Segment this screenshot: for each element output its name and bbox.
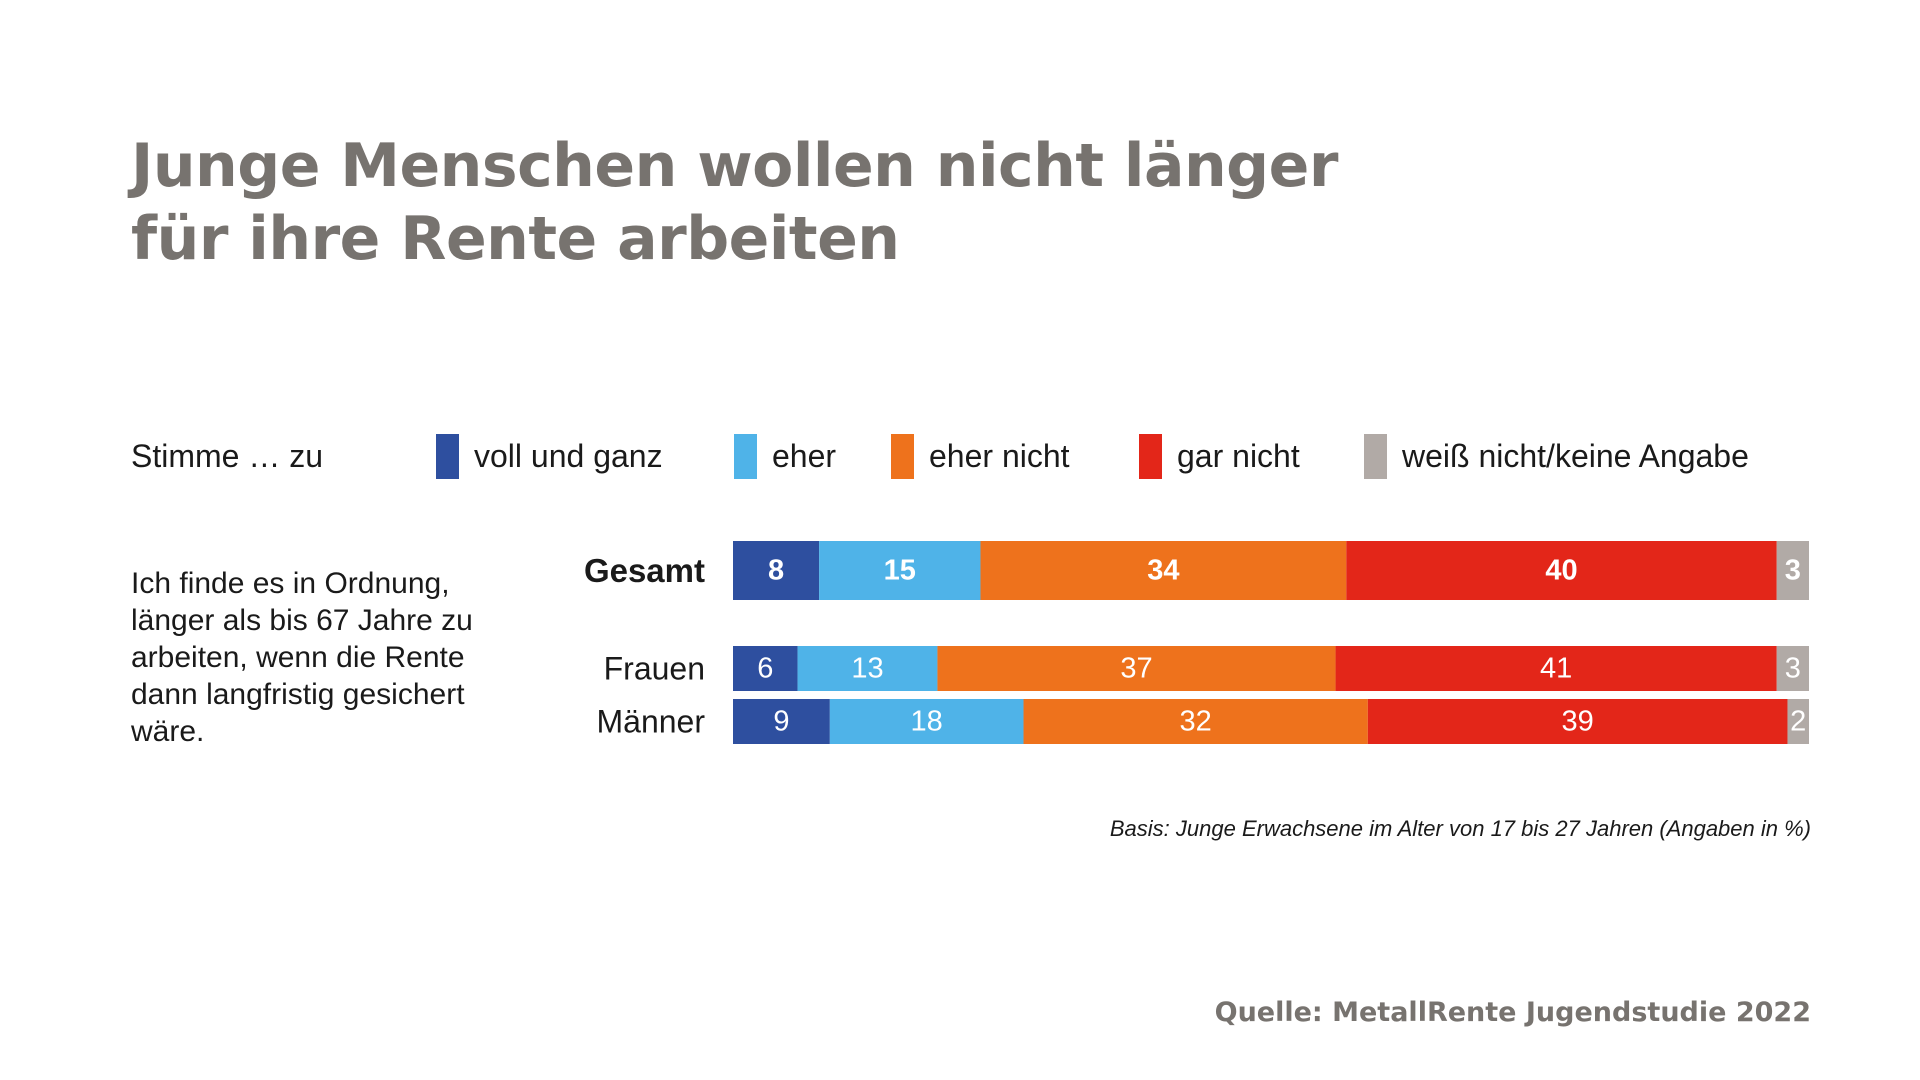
legend-item-weiss-nicht: weiß nicht/keine Angabe <box>1364 432 1749 480</box>
bar-segment-gesamt-voll-und-ganz <box>733 541 820 600</box>
bar-segment-gesamt-eher-nicht <box>980 541 1347 600</box>
data-label-gesamt-eher-nicht: 34 <box>1147 555 1179 587</box>
data-label-maenner-weiss-nicht-keine-angabe: 2 <box>1790 706 1806 738</box>
bar-segment-frauen-gar-nicht <box>1335 646 1777 691</box>
data-label-gesamt-weiss-nicht-keine-angabe: 3 <box>1785 555 1801 587</box>
bar-segment-gesamt-weiss-nicht-keine-angabe <box>1776 541 1809 600</box>
legend-item-eher-nicht: eher nicht <box>891 432 1070 480</box>
bar-segment-maenner-voll-und-ganz <box>733 699 830 744</box>
chart-title-line-1: Junge Menschen wollen nicht länger <box>131 131 1338 201</box>
data-label-maenner-eher: 18 <box>911 706 943 738</box>
basis-note: Basis: Junge Erwachsene im Alter von 17 … <box>1109 816 1811 841</box>
bar-segment-maenner-gar-nicht <box>1367 699 1788 744</box>
data-label-frauen-weiss-nicht-keine-angabe: 3 <box>1785 653 1801 685</box>
legend-item-eher: eher <box>734 432 836 480</box>
legend-label-eher-nicht: eher nicht <box>929 438 1070 474</box>
legend-prefix: Stimme … zu <box>131 438 324 474</box>
stacked-bar-chart: Gesamt 8 15 34 40 3 Frauen 6 13 37 41 3 Männer 9 18 32 3… <box>584 541 1809 744</box>
category-label-maenner: Männer <box>597 704 706 740</box>
data-label-maenner-eher-nicht: 32 <box>1180 706 1212 738</box>
legend-swatch-gar-nicht <box>1139 433 1162 479</box>
legend-item-voll-und-ganz: voll und ganz <box>436 432 663 480</box>
data-label-frauen-voll-und-ganz: 6 <box>757 653 773 685</box>
data-label-frauen-eher-nicht: 37 <box>1120 653 1152 685</box>
bar-segment-frauen-eher <box>797 646 938 691</box>
bar-segment-maenner-weiss-nicht-keine-angabe <box>1787 699 1809 744</box>
legend-label-gar-nicht: gar nicht <box>1177 438 1300 474</box>
legend-swatch-weiss-nicht <box>1364 433 1387 479</box>
data-label-frauen-eher: 13 <box>851 653 883 685</box>
source-note: Quelle: MetallRente Jugendstudie 2022 <box>1214 997 1811 1028</box>
chart-title-line-2: für ihre Rente arbeiten <box>131 204 900 274</box>
legend-item-gar-nicht: gar nicht <box>1139 432 1300 480</box>
bar-segment-maenner-eher <box>829 699 1024 744</box>
data-label-gesamt-eher: 15 <box>884 555 916 587</box>
legend-label-eher: eher <box>772 438 837 474</box>
category-label-gesamt: Gesamt <box>584 552 705 589</box>
data-label-gesamt-voll-und-ganz: 8 <box>768 555 784 587</box>
bar-segment-frauen-voll-und-ganz <box>733 646 798 691</box>
bar-segment-gesamt-eher <box>819 541 981 600</box>
legend-label-weiss-nicht: weiß nicht/keine Angabe <box>1402 438 1749 474</box>
bar-segment-frauen-eher-nicht <box>937 646 1336 691</box>
survey-question: Ich finde es in Ordnung, länger als bis … <box>131 567 473 748</box>
bar-segment-frauen-weiss-nicht-keine-angabe <box>1776 646 1809 691</box>
bar-segment-maenner-eher-nicht <box>1023 699 1368 744</box>
chart-title: Junge Menschen wollen nicht länger für i… <box>131 130 1531 276</box>
data-label-gesamt-gar-nicht: 40 <box>1545 555 1577 587</box>
legend-swatch-voll-und-ganz <box>436 433 459 479</box>
bar-segment-gesamt-gar-nicht <box>1346 541 1777 600</box>
data-label-maenner-voll-und-ganz: 9 <box>773 706 789 738</box>
legend-swatch-eher <box>734 433 757 479</box>
legend-label-voll-und-ganz: voll und ganz <box>474 438 663 474</box>
data-label-maenner-gar-nicht: 39 <box>1562 706 1594 738</box>
data-label-frauen-gar-nicht: 41 <box>1540 653 1572 685</box>
category-label-frauen: Frauen <box>604 651 705 687</box>
legend-swatch-eher-nicht <box>891 433 914 479</box>
